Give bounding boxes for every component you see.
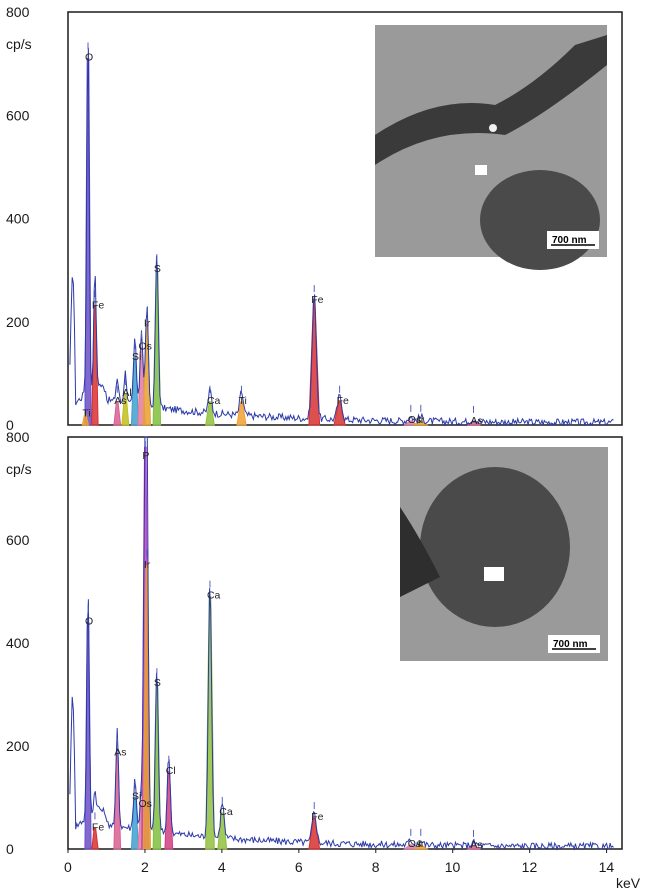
y-tick-label: 200 [6,314,30,330]
peak-label-cl: Cl [166,765,176,777]
x-tick-label: 6 [295,859,303,875]
y-tick-label: 800 [6,4,30,20]
inset-bright-spot [475,165,487,175]
peak-label-ir: Ir [418,414,425,426]
y-tick-label: 600 [6,107,30,123]
peak-label-ir: Ir [418,838,425,850]
peak-label-os: Os [138,798,151,810]
x-tick-label: 10 [445,859,461,875]
inset-bright-dot [489,124,497,132]
x-tick-label: 4 [218,859,226,875]
peak-label-p: P [142,450,149,462]
peak-ca-fill [205,401,215,426]
peak-label-o: O [85,615,93,627]
bottom-plot-frame [67,436,623,850]
y-tick-label: 0 [6,841,14,857]
x-tick-label: 8 [372,859,380,875]
peak-label-ca: Ca [219,806,233,818]
x-tick-label: 14 [599,859,615,875]
inset-dark-region [375,35,607,165]
peak-label-as: As [114,747,126,759]
top-y-unit-label: cp/s [6,36,32,52]
peak-label-ca: Ca [207,590,221,602]
peak-al-fill [121,393,130,426]
peak-fe-fill [333,401,346,426]
scale-bar-label: 700 nm [553,639,588,650]
inset-dark-region [400,507,440,597]
peak-label-ir: Ir [144,317,151,329]
peak-label-fe: Fe [92,299,104,311]
y-tick-label: 400 [6,635,30,651]
peak-os-fill [402,844,419,850]
peak-label-si: Si [132,791,141,803]
y-tick-label: 400 [6,211,30,227]
peak-si-fill [130,797,140,850]
peak-os-fill [402,420,419,426]
x-tick-label: 12 [522,859,538,875]
spectrum-line [69,436,614,851]
inset-bright-spot [484,567,504,581]
peak-fe-fill [91,827,99,850]
y-tick-label: 800 [6,429,30,445]
peak-label-fe: Fe [311,294,323,306]
peak-o-fill [84,58,92,426]
y-tick-label: 600 [6,532,30,548]
peak-label-os: Os [138,341,151,353]
top-y-tick-labels: 0 200 400 600 800 [6,4,30,433]
peak-label-fe: Fe [311,811,323,823]
peak-ca-fill [205,596,215,850]
bottom-y-unit-label: cp/s [6,461,32,477]
peak-ti-fill [236,401,247,426]
peak-as-fill [466,845,481,850]
peak-label-ir: Ir [144,559,151,571]
inset-particle [420,467,570,627]
y-tick-label: 200 [6,738,30,754]
peak-label-s: S [154,263,161,275]
peak-label-os: Os [408,414,421,426]
y-tick-label: 0 [6,417,14,433]
x-tick-labels: 0 2 4 6 8 10 12 14 [64,849,614,875]
x-unit-label: keV [616,875,641,891]
peak-label-as: As [114,395,126,407]
peak-label-as: As [470,839,482,851]
peak-ti-fill [81,414,90,426]
peak-label-s: S [154,677,161,689]
bottom-sem-inset-image: 700 nm [400,447,608,661]
peak-label-ca: Ca [207,395,221,407]
peak-label-ti: Ti [239,395,247,407]
peak-ir-fill [412,844,429,850]
peak-label-as: As [470,415,482,427]
inset-particle [480,170,600,270]
peak-label-al: Al [122,387,131,399]
spectrum-line [69,47,614,427]
top-sem-inset-image: 700 nm [375,25,607,270]
peak-label-fe: Fe [337,395,349,407]
bottom-y-tick-labels: 0 200 400 600 800 [6,429,30,857]
peak-label-fe: Fe [92,821,104,833]
peak-label-si: Si [132,351,141,363]
peak-label-os: Os [408,838,421,850]
peak-label-ti: Ti [82,408,90,420]
peak-s-fill [152,683,162,850]
x-tick-label: 2 [141,859,149,875]
scale-bar-label: 700 nm [552,235,587,246]
peak-s-fill [152,269,162,426]
peak-label-o: O [85,51,93,63]
peak-as-fill [113,401,122,426]
x-tick-label: 0 [64,859,72,875]
